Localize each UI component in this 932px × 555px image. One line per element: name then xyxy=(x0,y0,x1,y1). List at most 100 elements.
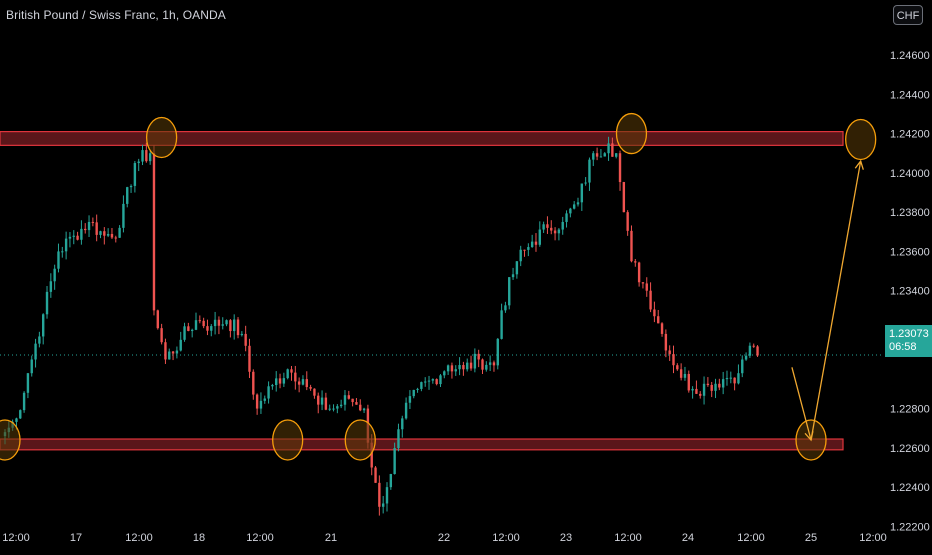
candle-body xyxy=(538,229,541,245)
candle-body xyxy=(15,418,18,422)
candle-body xyxy=(622,182,626,213)
candle-body xyxy=(500,310,503,339)
y-tick-label: 1.24600 xyxy=(890,50,930,62)
x-tick-label: 23 xyxy=(560,532,572,544)
candle-body xyxy=(171,351,175,354)
candle-body xyxy=(187,326,190,331)
candle-body xyxy=(183,326,186,340)
candle-body xyxy=(374,467,377,483)
candle-body xyxy=(225,320,228,325)
candle-body xyxy=(408,396,412,403)
candle-body xyxy=(57,251,60,269)
candle-body xyxy=(53,268,56,282)
y-tick-label: 1.22200 xyxy=(890,521,930,533)
candle-body xyxy=(603,153,606,157)
y-tick-label: 1.23600 xyxy=(890,246,930,258)
candle-body xyxy=(30,359,33,374)
candle-body xyxy=(244,333,247,346)
candle-body xyxy=(473,353,477,369)
candle-body xyxy=(259,400,263,409)
y-tick-label: 1.22600 xyxy=(890,443,930,455)
candle-body xyxy=(462,365,465,370)
candle-body xyxy=(297,381,301,385)
candle-body xyxy=(343,395,347,405)
candle-body xyxy=(702,383,706,396)
candle-body xyxy=(481,359,484,370)
candle-body xyxy=(129,185,133,188)
candle-body xyxy=(236,319,240,336)
candle-body xyxy=(443,371,446,376)
candle-body xyxy=(263,398,266,401)
candle-body xyxy=(141,150,144,162)
candle-body xyxy=(72,235,75,237)
candle-body xyxy=(156,310,159,329)
candle-body xyxy=(202,320,205,327)
candle-body xyxy=(664,333,668,351)
candle-body xyxy=(339,404,343,407)
candle-body xyxy=(313,388,316,396)
candle-body xyxy=(599,156,603,158)
candle-body xyxy=(95,222,98,235)
candle-body xyxy=(359,404,362,411)
candle-body xyxy=(76,235,79,240)
candle-body xyxy=(523,249,526,251)
candle-body xyxy=(645,283,648,291)
candle-body xyxy=(103,231,106,236)
candle-body xyxy=(699,393,702,396)
touch-marker xyxy=(845,118,877,161)
candle-body xyxy=(110,233,114,238)
candle-body xyxy=(26,373,30,393)
candle-body xyxy=(305,379,308,388)
candle-body xyxy=(450,365,454,372)
candle-body xyxy=(466,362,469,370)
candle-body xyxy=(569,208,572,214)
candle-body xyxy=(615,153,618,157)
x-tick-label: 24 xyxy=(682,532,694,544)
candle-body xyxy=(412,389,415,397)
candle-body xyxy=(118,227,121,238)
candle-body xyxy=(328,408,331,410)
candle-countdown: 06:58 xyxy=(889,341,917,353)
x-tick-label: 25 xyxy=(805,532,817,544)
candle-body xyxy=(404,402,408,419)
candle-body xyxy=(19,410,22,419)
candle-body xyxy=(683,373,687,378)
candle-body xyxy=(588,159,591,183)
candle-body xyxy=(676,365,679,370)
touch-marker xyxy=(615,112,648,155)
candle-body xyxy=(626,212,629,231)
projection-arrow xyxy=(810,160,862,441)
candle-body xyxy=(454,369,457,372)
candle-body xyxy=(401,418,404,430)
candle-body xyxy=(576,202,580,205)
candle-body xyxy=(458,365,461,370)
x-tick-label: 12:00 xyxy=(859,532,887,544)
candle-body xyxy=(148,153,152,162)
touch-marker xyxy=(344,419,376,461)
candle-body xyxy=(45,291,49,315)
candle-body xyxy=(748,345,752,356)
touch-marker xyxy=(272,419,304,461)
candle-body xyxy=(595,153,599,157)
candle-body xyxy=(164,342,167,360)
candle-body xyxy=(752,345,755,347)
currency-badge[interactable]: CHF xyxy=(893,5,923,25)
candle-body xyxy=(248,345,251,372)
candle-body xyxy=(729,377,732,379)
candle-body xyxy=(565,213,568,222)
candle-body xyxy=(290,369,293,373)
candle-body xyxy=(347,395,350,399)
candle-body xyxy=(179,339,182,351)
candle-body xyxy=(492,362,496,366)
candle-body xyxy=(397,429,400,449)
x-tick-label: 18 xyxy=(193,532,205,544)
candle-body xyxy=(42,314,45,337)
candle-body xyxy=(714,383,717,391)
candle-body xyxy=(160,328,163,343)
candle-body xyxy=(217,319,221,326)
y-tick-label: 1.23400 xyxy=(890,286,930,298)
resistance-zone xyxy=(0,131,844,146)
candle-body xyxy=(84,228,87,231)
